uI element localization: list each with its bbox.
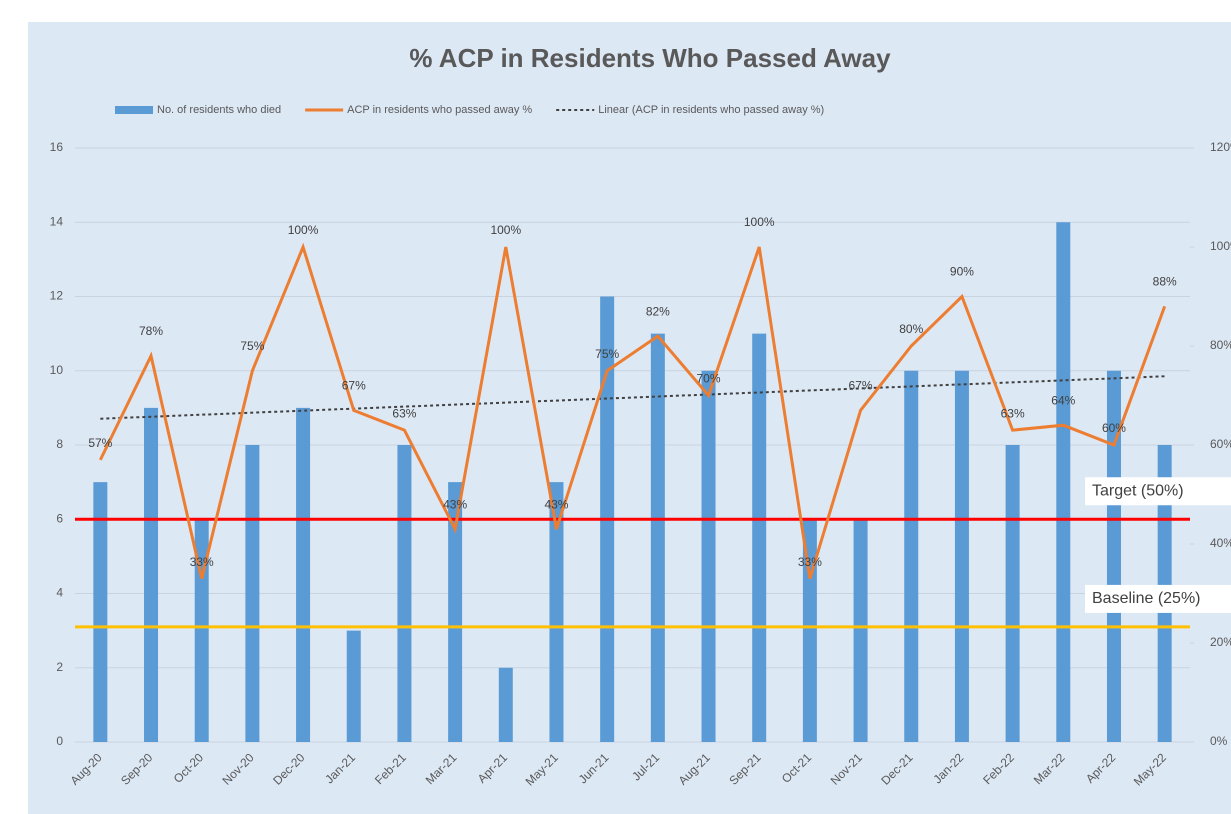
bar: [549, 482, 564, 742]
chart-title: % ACP in Residents Who Passed Away: [409, 43, 891, 73]
chart-background: [28, 22, 1231, 814]
data-label: 100%: [490, 223, 521, 237]
y-tick-label: 14: [50, 214, 64, 228]
y-tick-label: 2: [56, 660, 63, 674]
bar: [650, 333, 665, 742]
legend-label: Linear (ACP in residents who passed away…: [598, 104, 824, 116]
bar: [296, 407, 311, 742]
data-label: 90%: [950, 265, 974, 279]
bar: [1005, 445, 1020, 742]
bar: [245, 445, 260, 742]
bar: [346, 630, 361, 742]
data-label: 70%: [697, 372, 721, 386]
y2-tick-label: 40%: [1210, 536, 1231, 550]
legend-label: ACP in residents who passed away %: [347, 104, 532, 116]
y-tick-label: 16: [50, 140, 64, 154]
bar: [498, 667, 513, 742]
data-label: 63%: [392, 406, 416, 420]
data-label: 57%: [88, 436, 112, 450]
y-tick-label: 12: [50, 289, 64, 303]
data-label: 80%: [899, 322, 923, 336]
y-tick-label: 10: [50, 363, 64, 377]
y2-tick-label: 60%: [1210, 437, 1231, 451]
legend-swatch: [115, 106, 153, 114]
bar: [93, 482, 108, 742]
data-label: 88%: [1153, 275, 1177, 289]
data-label: 100%: [744, 215, 775, 229]
bar: [397, 445, 412, 742]
y2-tick-label: 20%: [1210, 635, 1231, 649]
bar: [853, 519, 868, 742]
bar: [194, 519, 209, 742]
bar: [1056, 222, 1071, 742]
bar: [1106, 370, 1121, 742]
reference-label: Target (50%): [1092, 482, 1184, 499]
data-label: 82%: [646, 304, 670, 318]
y-tick-label: 6: [56, 511, 63, 525]
data-label: 43%: [443, 497, 467, 511]
y2-tick-label: 100%: [1210, 239, 1231, 253]
bar: [752, 333, 767, 742]
data-label: 67%: [849, 379, 873, 393]
legend-label: No. of residents who died: [157, 104, 281, 116]
y2-tick-label: 120%: [1210, 140, 1231, 154]
y-tick-label: 0: [56, 734, 63, 748]
data-label: 33%: [798, 555, 822, 569]
bar: [802, 519, 817, 742]
data-label: 67%: [342, 379, 366, 393]
data-label: 64%: [1051, 393, 1075, 407]
bar: [448, 482, 463, 742]
y-tick-label: 4: [56, 586, 63, 600]
reference-label-box: [1085, 477, 1231, 506]
bar: [701, 370, 716, 742]
data-label: 60%: [1102, 421, 1126, 435]
data-label: 33%: [190, 555, 214, 569]
data-label: 75%: [595, 347, 619, 361]
data-label: 78%: [139, 324, 163, 338]
bar: [954, 370, 969, 742]
y-tick-label: 8: [56, 437, 63, 451]
y2-tick-label: 0%: [1210, 734, 1228, 748]
y2-tick-label: 80%: [1210, 338, 1231, 352]
bar: [144, 407, 159, 742]
bar: [904, 370, 919, 742]
data-label: 43%: [544, 497, 568, 511]
reference-label: Baseline (25%): [1092, 590, 1201, 607]
data-label: 100%: [288, 223, 319, 237]
data-label: 75%: [240, 339, 264, 353]
data-label: 63%: [1001, 406, 1025, 420]
reference-label-box: [1085, 584, 1231, 613]
line: [98, 242, 1167, 580]
